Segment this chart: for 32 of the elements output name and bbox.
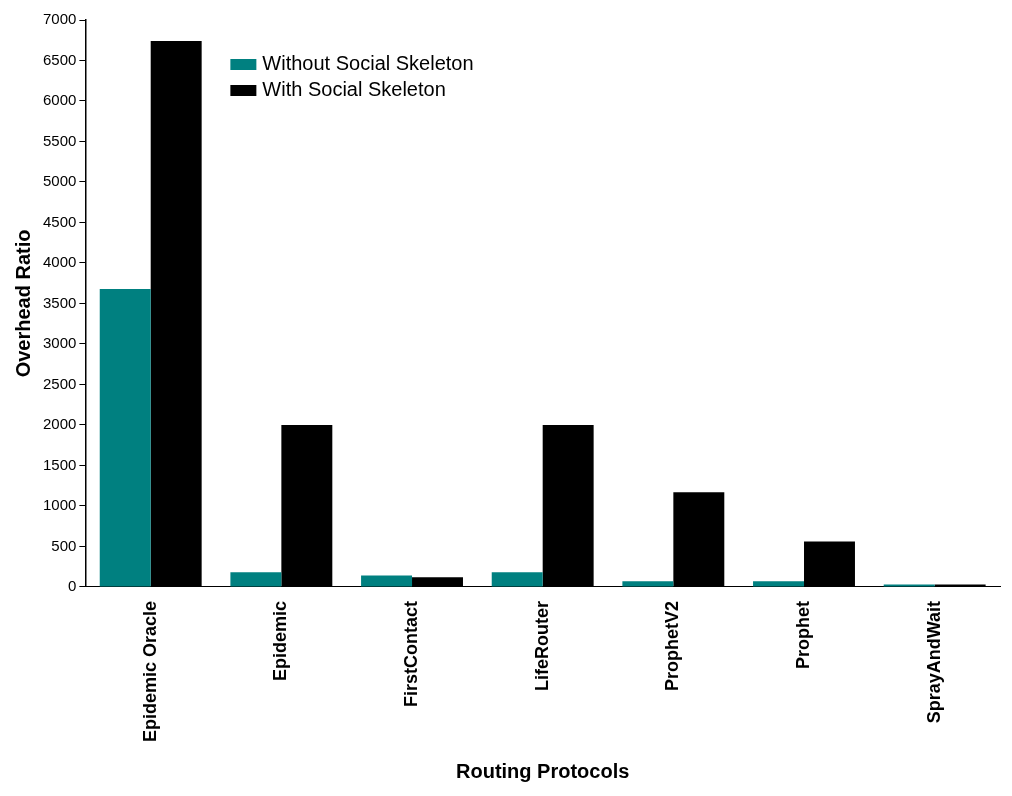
x-tick-label: Epidemic Oracle — [139, 600, 160, 743]
y-tick-label: 500 — [51, 536, 77, 554]
y-tick-label: 3000 — [42, 334, 77, 352]
legend-label: With Social Skeleton — [262, 77, 446, 100]
bar — [491, 572, 543, 587]
x-tick-label: ProphetV2 — [662, 600, 683, 691]
legend-label: Without Social Skeleton — [262, 51, 474, 74]
y-tick-label: 2500 — [42, 374, 77, 392]
x-tick-label: SprayAndWait — [923, 600, 944, 724]
y-tick-label: 0 — [68, 577, 77, 595]
x-tick-label: FirstContact — [400, 600, 421, 707]
x-axis-title: Routing Protocols — [456, 759, 630, 782]
y-tick-label: 4000 — [42, 253, 77, 271]
y-axis-title: Overhead Ratio — [11, 229, 34, 378]
y-tick-label: 4500 — [42, 212, 77, 230]
x-tick-label: Epidemic — [270, 600, 291, 681]
y-tick-label: 5000 — [42, 172, 77, 190]
x-tick-label: Prophet — [792, 600, 813, 669]
bar — [230, 572, 282, 587]
x-tick-label: LifeRouter — [531, 600, 552, 691]
bar — [622, 581, 674, 587]
y-tick-label: 6500 — [42, 50, 77, 68]
y-tick-label: 1500 — [42, 455, 77, 473]
y-tick-label: 3500 — [42, 293, 77, 311]
y-tick-label: 2000 — [42, 415, 77, 433]
bar — [753, 581, 805, 587]
bar — [99, 288, 151, 587]
y-tick-label: 6000 — [42, 91, 77, 109]
bar — [361, 575, 413, 587]
y-tick-label: 7000 — [42, 10, 77, 28]
y-tick-label: 1000 — [42, 496, 77, 514]
y-tick-label: 5500 — [42, 131, 77, 149]
